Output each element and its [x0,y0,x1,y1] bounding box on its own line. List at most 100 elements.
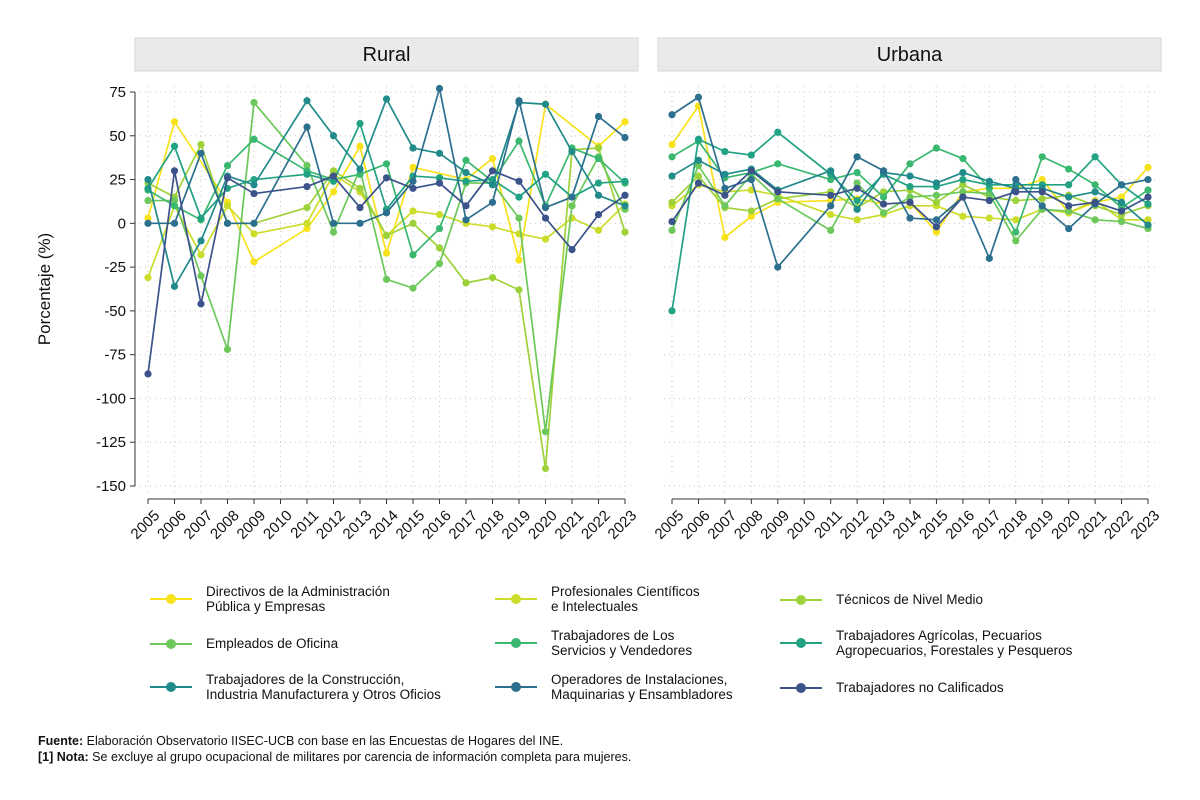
data-point [515,286,523,294]
series-line [671,96,1149,268]
y-tick-label: 75 [109,84,126,101]
data-point [568,193,576,201]
data-point [1038,202,1046,210]
legend-swatch [495,636,537,650]
data-point [382,231,391,240]
x-tick-label: 2005 [128,507,164,543]
data-point [170,282,179,290]
x-tick-label: 2020 [1048,507,1084,543]
data-point [1144,216,1152,224]
data-point [223,219,232,227]
data-point [1144,200,1152,208]
data-point [488,167,497,175]
y-axis-label: Porcentaje (%) [35,233,54,345]
x-tick-label: 2014 [366,507,402,543]
data-point [668,153,676,161]
data-point [721,202,729,210]
data-point [827,191,835,199]
data-point [1117,181,1126,189]
data-point [488,154,497,163]
data-point [906,214,914,222]
data-point [1065,207,1073,215]
data-point [541,203,550,212]
data-point [1065,181,1073,189]
data-point [435,174,444,182]
data-point [694,135,703,143]
data-point [594,210,603,219]
x-tick-label: 2007 [181,507,217,543]
data-point [1144,193,1152,201]
x-tick-label: 2010 [260,507,296,543]
series-line [671,131,1149,312]
data-point [932,144,941,152]
series-line [671,183,1148,221]
data-point [694,172,703,180]
data-point [694,93,703,101]
data-point [541,170,550,178]
legend-swatch [495,592,537,606]
data-point [594,144,603,152]
data-point [932,228,941,236]
legend-swatch-dot [511,638,521,648]
data-point [568,246,576,254]
data-point [1065,202,1073,210]
data-point [462,156,470,164]
legend-swatch-dot [166,682,176,692]
data-point [329,188,338,196]
series-operadores-ensambladores [668,93,1152,271]
legend-item: Operadores de Instalaciones, Maquinarias… [495,672,821,702]
data-point [1012,237,1020,245]
series-line [147,98,626,288]
x-tick-label: 2010 [784,507,820,543]
data-point [515,193,523,201]
data-point [329,219,338,227]
data-point [409,184,417,192]
data-point [409,163,417,171]
data-point [541,100,550,108]
data-point [827,167,835,175]
series-line [671,169,1149,228]
data-point [303,203,311,212]
legend-swatch [150,592,192,606]
data-point [721,233,729,241]
data-point [382,249,391,257]
legend-swatch [780,636,822,650]
data-point [827,202,835,210]
data-point [541,464,550,473]
x-tick-label: 2013 [863,507,899,543]
data-point [1091,188,1099,196]
legend-swatch-dot [511,594,521,604]
y-tick-label: 25 [109,172,126,189]
data-point [356,203,364,212]
data-point [303,219,311,227]
x-tick-label: 2015 [916,507,952,543]
legend-swatch [150,637,192,651]
data-point [1091,216,1099,224]
data-point [197,251,205,259]
data-point [409,207,417,215]
data-point [1012,188,1020,196]
data-point [853,184,861,192]
data-point [356,170,364,178]
legend-label: Empleados de Oficina [206,636,339,651]
data-point [774,195,782,203]
data-point [879,209,888,217]
data-point [435,179,444,187]
legend-label: Profesionales Científicos e Intelectuale… [551,584,700,614]
data-point [462,168,470,177]
data-point [774,128,782,136]
data-point [1144,186,1152,194]
data-point [435,224,444,233]
data-point [250,98,258,107]
data-point [1065,193,1073,201]
data-point [932,216,941,224]
data-point [250,135,258,143]
data-point [668,140,676,149]
x-tick-label: 2008 [207,507,243,543]
series-line [147,138,626,256]
y-tick-label: -25 [104,259,126,276]
series-trabajadores-calificados [144,167,629,378]
data-point [594,191,603,199]
legend-swatch [495,680,537,694]
data-point [721,191,729,199]
